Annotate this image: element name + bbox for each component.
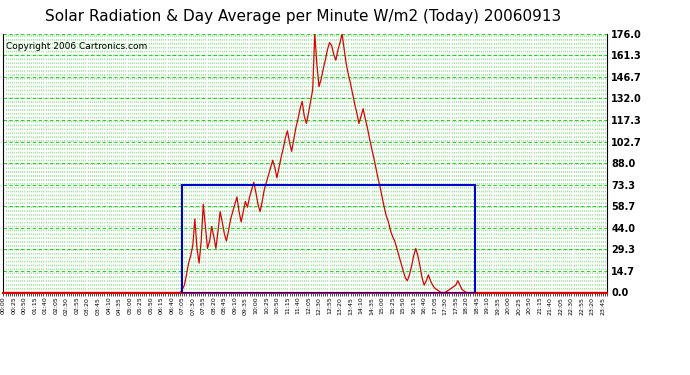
- Text: Solar Radiation & Day Average per Minute W/m2 (Today) 20060913: Solar Radiation & Day Average per Minute…: [46, 9, 562, 24]
- Text: Copyright 2006 Cartronics.com: Copyright 2006 Cartronics.com: [6, 42, 148, 51]
- Bar: [182, 185, 475, 292]
